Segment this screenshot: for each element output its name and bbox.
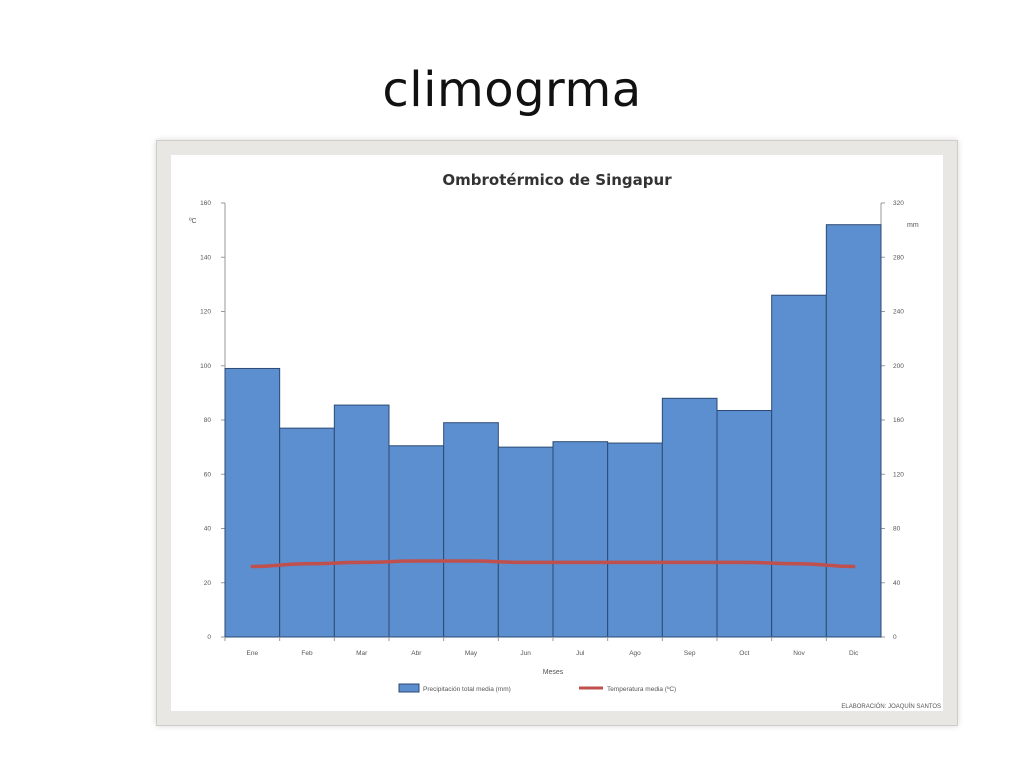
chart-frame: Ombrotérmico de Singapur ºC mm Meses 0 20…: [156, 140, 958, 726]
precipitation-bar: [552, 441, 609, 638]
x-axis-tick-label: Oct: [739, 650, 749, 657]
right-axis-unit-label: mm: [907, 222, 919, 229]
precipitation-bar: [825, 224, 882, 638]
x-axis-tick-label: Sep: [684, 650, 696, 657]
precipitation-bar: [771, 294, 827, 638]
right-axis-tick-label: 40: [893, 580, 901, 587]
left-axis-tick-label: 80: [204, 417, 212, 424]
right-axis-tick-label: 200: [893, 363, 904, 370]
precipitation-bar: [279, 427, 335, 638]
chart-area: Ombrotérmico de Singapur ºC mm Meses 0 20…: [171, 155, 943, 711]
slide-title: climogrma: [382, 62, 642, 118]
left-axis-tick-label: 60: [204, 471, 212, 478]
x-axis-label: Meses: [543, 669, 564, 676]
left-axis-tick-label: 140: [200, 254, 211, 261]
right-axis-tick-label: 240: [893, 309, 904, 316]
right-axis-tick-label: 160: [893, 417, 904, 424]
x-axis-tick-label: Feb: [301, 650, 313, 657]
precipitation-bar: [333, 404, 390, 638]
legend: Precipitación total media (mm) Temperatur…: [398, 683, 676, 693]
left-axis-tick-label: 40: [204, 526, 212, 533]
precipitation-bar: [443, 422, 499, 638]
precipitation-bar: [388, 445, 445, 638]
precipitation-bar: [224, 367, 281, 638]
left-axis-tick-label: 20: [204, 580, 212, 587]
right-axis-tick-label: 280: [893, 254, 904, 261]
legend-precipitation-swatch: [398, 683, 420, 693]
x-axis-tick-label: Jul: [576, 650, 585, 657]
precipitation-bar: [607, 442, 663, 638]
left-axis-tick-label: 100: [200, 363, 211, 370]
temperature-line: [250, 559, 856, 569]
right-axis-tick-label: 120: [893, 471, 904, 478]
x-axis-tick-label: Dic: [849, 650, 859, 657]
x-axis-tick-label: Jun: [520, 650, 531, 657]
footer-note: ELABORACIÓN: JOAQUÍN SANTOS: [841, 703, 941, 710]
climograph-chart: Ombrotérmico de Singapur ºC mm Meses 0 20…: [189, 171, 941, 710]
legend-temperature-label: Temperatura media (ºC): [607, 686, 676, 693]
x-axis-tick-label: Nov: [793, 650, 805, 657]
chart-title: Ombrotérmico de Singapur: [442, 171, 672, 189]
precipitation-bar: [497, 446, 554, 638]
x-axis-tick-label: Ago: [629, 650, 641, 657]
right-axis-tick-label: 320: [893, 200, 904, 207]
left-axis-tick-label: 120: [200, 309, 211, 316]
left-axis-tick-label: 0: [207, 634, 211, 641]
legend-precipitation-label: Precipitación total media (mm): [423, 686, 511, 693]
precipitation-bar: [661, 397, 718, 638]
precipitation-bar: [716, 410, 773, 638]
right-axis-tick-label: 0: [893, 634, 897, 641]
left-axis-tick-label: 160: [200, 200, 211, 207]
x-axis-tick-label: Ene: [247, 650, 259, 657]
right-axis-tick-label: 80: [893, 526, 901, 533]
plot-area: 0 20 40 60 80 100 120 140 160 0 40 80 120 160 200 240 28…: [200, 200, 904, 657]
x-axis-tick-label: Mar: [356, 650, 368, 657]
x-axis-tick-label: May: [465, 650, 478, 657]
x-axis-tick-label: Abr: [411, 650, 422, 657]
left-axis-unit-label: ºC: [189, 218, 197, 225]
